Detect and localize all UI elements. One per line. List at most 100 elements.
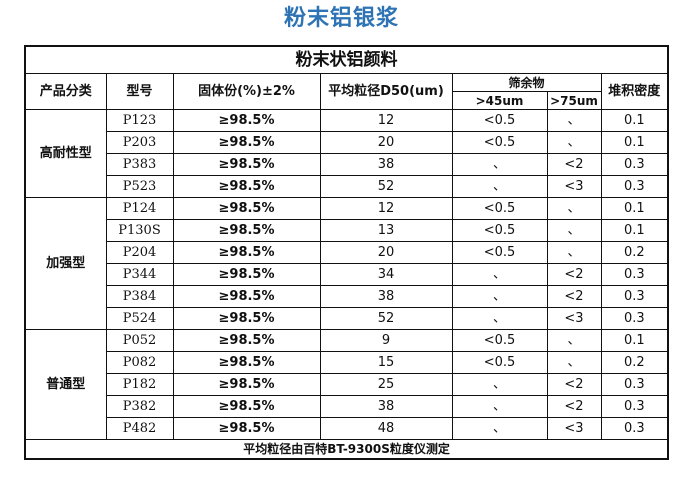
solid-content-cell: ≥98.5% xyxy=(172,197,321,220)
solid-content-cell: ≥98.5% xyxy=(172,395,321,418)
d50-cell: 38 xyxy=(319,153,453,176)
solid-content-cell: ≥98.5% xyxy=(172,285,321,308)
bulk-density-cell: 0.2 xyxy=(600,241,670,264)
sieve-75-cell: <3 xyxy=(546,175,602,198)
bulk-density-cell: 0.3 xyxy=(600,417,670,440)
bulk-density-cell: 0.1 xyxy=(600,197,670,220)
table-row: 普通型 P052 ≥98.5% 9 <0.5、 0.1 xyxy=(24,329,670,440)
sieve-75-cell: <3 xyxy=(546,307,602,330)
table-row: P182 ≥98.5% 25、 <2 0.3 xyxy=(25,373,670,396)
header-model: 型号 xyxy=(105,73,174,110)
sieve-45-cell: <0.5 xyxy=(451,197,548,220)
solid-content-cell: ≥98.5% xyxy=(172,219,321,242)
sieve-75-cell: 、 xyxy=(546,219,602,242)
solid-content-cell: ≥98.5% xyxy=(172,417,321,440)
model-cell: P523 xyxy=(105,175,174,198)
solid-content-cell: ≥98.5% xyxy=(172,175,321,198)
d50-cell: 38 xyxy=(319,285,453,308)
category-cell: 普通型 xyxy=(24,329,107,440)
sieve-75-cell: <2 xyxy=(546,263,602,286)
model-cell: P082 xyxy=(105,351,174,374)
d50-cell: 34 xyxy=(319,263,453,286)
sieve-75-cell: 、 xyxy=(546,131,602,154)
sieve-45-cell: 、 xyxy=(451,395,548,418)
model-cell: P482 xyxy=(105,417,174,440)
d50-cell: 20 xyxy=(319,131,453,154)
table-row: P384 ≥98.5% 38、 <2 0.3 xyxy=(25,285,670,308)
header-sieve-residue: 筛余物 xyxy=(451,73,602,92)
table-row: P523 ≥98.5% 52、 <3 0.3 xyxy=(25,175,670,198)
model-cell: P344 xyxy=(105,263,174,286)
sieve-45-cell: <0.5 xyxy=(451,131,548,154)
solid-content-cell: ≥98.5% xyxy=(172,131,321,154)
table-row: P524 ≥98.5% 52、 <3 0.3 xyxy=(25,307,670,330)
table-row: P082 ≥98.5% 15 <0.5、 0.2 xyxy=(25,351,670,374)
table-row: P482 ≥98.5% 48、 <3 0.3 xyxy=(25,417,670,440)
d50-cell: 52 xyxy=(319,175,453,198)
bulk-density-cell: 0.1 xyxy=(600,329,670,352)
solid-content-cell: ≥98.5% xyxy=(172,109,321,132)
model-cell: P124 xyxy=(105,197,174,220)
model-cell: P203 xyxy=(105,131,174,154)
bulk-density-cell: 0.1 xyxy=(600,109,670,132)
sieve-75-cell: 、 xyxy=(546,241,602,264)
sieve-75-cell: <2 xyxy=(546,395,602,418)
model-cell: P382 xyxy=(105,395,174,418)
d50-cell: 20 xyxy=(319,241,453,264)
sieve-45-cell: <0.5 xyxy=(451,241,548,264)
sieve-45-cell: 、 xyxy=(451,285,548,308)
header-bulk-density: 堆积密度 xyxy=(600,73,670,110)
bulk-density-cell: 0.3 xyxy=(600,373,670,396)
sieve-45-cell: 、 xyxy=(451,307,548,330)
sieve-45-cell: 、 xyxy=(451,373,548,396)
header-d50: 平均粒径D50(um) xyxy=(319,73,453,110)
model-cell: P204 xyxy=(105,241,174,264)
solid-content-cell: ≥98.5% xyxy=(172,373,321,396)
solid-content-cell: ≥98.5% xyxy=(172,241,321,264)
model-cell: P182 xyxy=(105,373,174,396)
sieve-75-cell: 、 xyxy=(546,329,602,352)
solid-content-cell: ≥98.5% xyxy=(172,329,321,352)
bulk-density-cell: 0.2 xyxy=(600,351,670,374)
bulk-density-cell: 0.3 xyxy=(600,307,670,330)
sieve-75-cell: <2 xyxy=(546,153,602,176)
bulk-density-cell: 0.3 xyxy=(600,175,670,198)
sieve-75-cell: <2 xyxy=(546,285,602,308)
sieve-45-cell: <0.5 xyxy=(451,219,548,242)
sieve-45-cell: <0.5 xyxy=(451,109,548,132)
model-cell: P052 xyxy=(105,329,174,352)
product-spec-table: 粉末状铝颜料 产品分类 型号 固体份(%)±2% 平均粒径D50(um) 筛余物… xyxy=(23,45,670,460)
header-solid-content: 固体份(%)±2% xyxy=(172,73,321,110)
header-sieve-45: >45um xyxy=(451,91,548,110)
sieve-45-cell: <0.5 xyxy=(451,351,548,374)
category-cell: 高耐性型 xyxy=(24,109,107,198)
d50-cell: 12 xyxy=(319,197,453,220)
bulk-density-cell: 0.1 xyxy=(600,131,670,154)
table-row: 高耐性型 P123 ≥98.5% 12 <0.5、 0.1 xyxy=(24,109,670,198)
solid-content-cell: ≥98.5% xyxy=(172,153,321,176)
sieve-45-cell: 、 xyxy=(451,263,548,286)
sieve-75-cell: 、 xyxy=(546,197,602,220)
model-cell: P123 xyxy=(105,109,174,132)
d50-cell: 52 xyxy=(319,307,453,330)
d50-cell: 15 xyxy=(319,351,453,374)
page-title: 粉末铝银浆 xyxy=(283,6,399,31)
solid-content-cell: ≥98.5% xyxy=(172,307,321,330)
table-footnote: 平均粒径由百特BT-9300S粒度仪测定 xyxy=(23,439,670,460)
model-cell: P384 xyxy=(105,285,174,308)
bulk-density-cell: 0.3 xyxy=(600,153,670,176)
d50-cell: 9 xyxy=(319,329,453,352)
table-row: P344 ≥98.5% 34、 <2 0.3 xyxy=(25,263,670,286)
bulk-density-cell: 0.3 xyxy=(600,395,670,418)
header-category: 产品分类 xyxy=(24,73,107,110)
bulk-density-cell: 0.1 xyxy=(600,219,670,242)
table-title: 粉末状铝颜料 xyxy=(23,45,670,74)
table-row: P203 ≥98.5% 20 <0.5、 0.1 xyxy=(25,131,670,154)
sieve-75-cell: 、 xyxy=(546,351,602,374)
sieve-75-cell: 、 xyxy=(546,109,602,132)
model-cell: P524 xyxy=(105,307,174,330)
table-row: P382 ≥98.5% 38、 <2 0.3 xyxy=(25,395,670,418)
sieve-45-cell: 、 xyxy=(451,175,548,198)
category-cell: 加强型 xyxy=(24,197,107,330)
solid-content-cell: ≥98.5% xyxy=(172,263,321,286)
